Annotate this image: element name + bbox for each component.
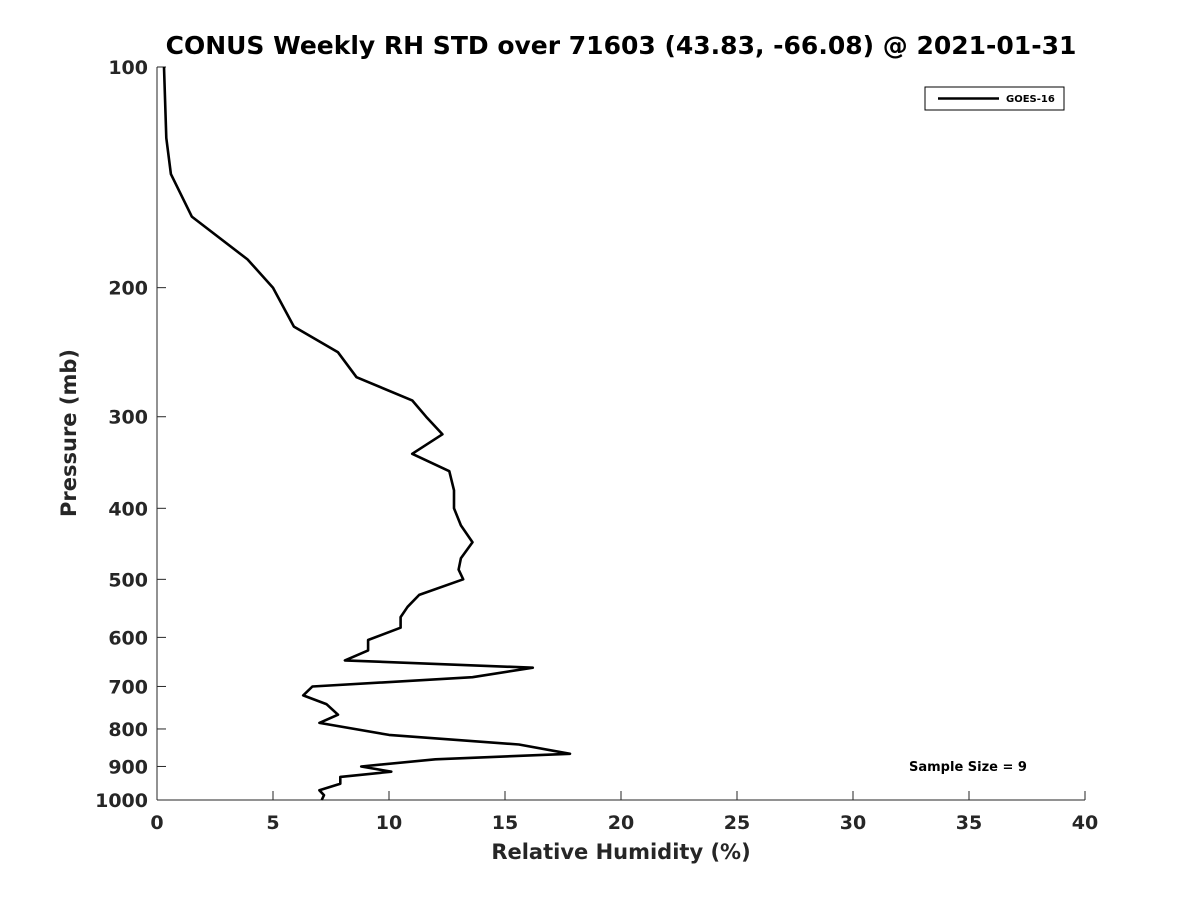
x-tick-label: 30 (840, 812, 866, 834)
y-ticks: 100 200 300 400 500 600 700 800 900 1000 (95, 57, 166, 812)
x-axis-label: Relative Humidity (%) (491, 840, 750, 864)
y-axis-label: Pressure (mb) (57, 349, 81, 517)
y-tick-label: 100 (108, 57, 148, 79)
x-tick-label: 10 (376, 812, 402, 834)
x-tick-label: 15 (492, 812, 518, 834)
y-tick-label: 800 (108, 719, 148, 741)
series-layer (162, 66, 572, 801)
y-tick-label: 700 (108, 676, 148, 698)
y-tick-label: 600 (108, 627, 148, 649)
x-tick-label: 35 (956, 812, 982, 834)
y-tick-label: 400 (108, 498, 148, 520)
x-tick-label: 0 (150, 812, 163, 834)
legend-label: GOES-16 (1006, 94, 1055, 105)
x-tick-label: 5 (266, 812, 279, 834)
y-tick-label: 1000 (95, 790, 148, 812)
y-tick-label: 900 (108, 756, 148, 778)
x-tick-label: 20 (608, 812, 634, 834)
axes (156, 67, 1085, 801)
sample-size-annotation: Sample Size = 9 (909, 760, 1027, 775)
chart-title: CONUS Weekly RH STD over 71603 (43.83, -… (166, 31, 1077, 60)
series-line-goes-16 (162, 66, 572, 801)
y-tick-label: 300 (108, 407, 148, 429)
x-ticks: 0 5 10 15 20 25 30 35 40 (150, 791, 1098, 834)
legend: GOES-16 (924, 86, 1065, 111)
x-tick-label: 40 (1072, 812, 1098, 834)
x-tick-label: 25 (724, 812, 750, 834)
y-tick-label: 200 (108, 278, 148, 300)
y-tick-label: 500 (108, 569, 148, 591)
